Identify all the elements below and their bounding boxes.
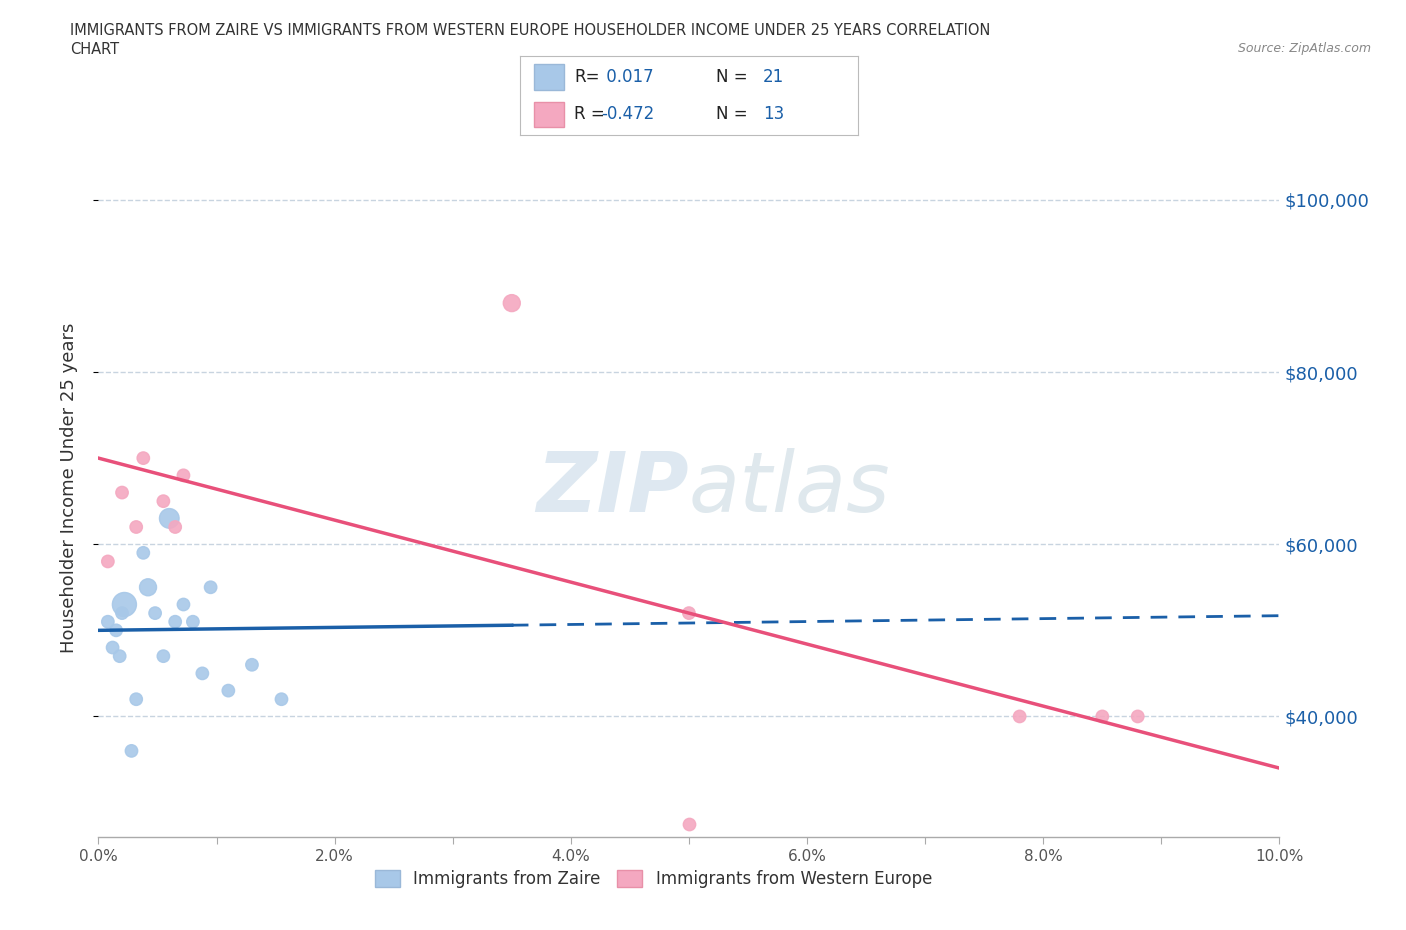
- Text: -0.472: -0.472: [602, 104, 654, 123]
- Point: [1008, 709, 1031, 724]
- Point: [165, 615, 187, 630]
- Point: [678, 605, 700, 620]
- FancyBboxPatch shape: [534, 64, 564, 90]
- Text: ZIP: ZIP: [536, 447, 689, 529]
- Text: 13: 13: [763, 104, 785, 123]
- Point: [125, 692, 148, 707]
- Text: 0.017: 0.017: [602, 68, 654, 86]
- Point: [112, 597, 135, 612]
- Point: [270, 692, 292, 707]
- Text: N =: N =: [716, 68, 748, 86]
- Text: R =: R =: [574, 104, 605, 123]
- Point: [143, 605, 166, 620]
- Text: IMMIGRANTS FROM ZAIRE VS IMMIGRANTS FROM WESTERN EUROPE HOUSEHOLDER INCOME UNDER: IMMIGRANTS FROM ZAIRE VS IMMIGRANTS FROM…: [70, 23, 991, 38]
- Legend: Immigrants from Zaire, Immigrants from Western Europe: Immigrants from Zaire, Immigrants from W…: [368, 863, 939, 895]
- Point: [191, 666, 214, 681]
- Text: 21: 21: [763, 68, 785, 86]
- Point: [111, 485, 134, 500]
- Point: [217, 684, 239, 698]
- Text: Source: ZipAtlas.com: Source: ZipAtlas.com: [1237, 42, 1371, 55]
- Point: [97, 554, 120, 569]
- FancyBboxPatch shape: [534, 101, 564, 127]
- Text: CHART: CHART: [70, 42, 120, 57]
- Text: atlas: atlas: [689, 447, 890, 529]
- Point: [501, 296, 523, 311]
- Point: [165, 520, 187, 535]
- Point: [101, 640, 124, 655]
- Text: N =: N =: [716, 104, 748, 123]
- Point: [181, 615, 204, 630]
- Point: [1126, 709, 1149, 724]
- Point: [152, 494, 174, 509]
- Point: [97, 615, 120, 630]
- Point: [200, 579, 222, 594]
- Text: R=: R=: [574, 68, 600, 86]
- Point: [105, 623, 128, 638]
- Point: [157, 511, 180, 525]
- Point: [121, 743, 143, 758]
- Point: [678, 817, 700, 831]
- Point: [111, 605, 134, 620]
- Point: [172, 468, 194, 483]
- Y-axis label: Householder Income Under 25 years: Householder Income Under 25 years: [59, 323, 77, 654]
- Point: [172, 597, 194, 612]
- Point: [132, 545, 155, 560]
- Point: [108, 649, 131, 664]
- Point: [132, 451, 155, 466]
- Point: [240, 658, 263, 672]
- Point: [152, 649, 174, 664]
- Point: [125, 520, 148, 535]
- Point: [1091, 709, 1114, 724]
- Point: [136, 579, 159, 594]
